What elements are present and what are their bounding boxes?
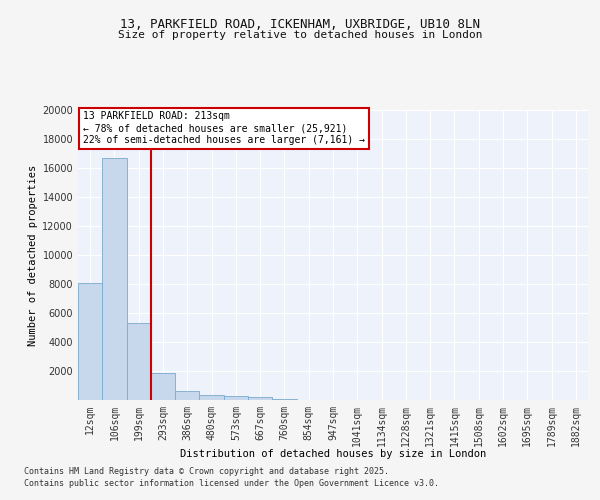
Bar — [248, 397, 272, 400]
X-axis label: Distribution of detached houses by size in London: Distribution of detached houses by size … — [180, 449, 486, 459]
Bar — [224, 396, 248, 400]
Text: 13 PARKFIELD ROAD: 213sqm
← 78% of detached houses are smaller (25,921)
22% of s: 13 PARKFIELD ROAD: 213sqm ← 78% of detac… — [83, 112, 365, 144]
Bar — [102, 158, 127, 400]
Bar — [127, 323, 151, 400]
Y-axis label: Number of detached properties: Number of detached properties — [28, 164, 38, 346]
Bar — [175, 390, 199, 400]
Text: 13, PARKFIELD ROAD, ICKENHAM, UXBRIDGE, UB10 8LN: 13, PARKFIELD ROAD, ICKENHAM, UXBRIDGE, … — [120, 18, 480, 30]
Bar — [199, 395, 224, 400]
Bar — [78, 282, 102, 400]
Text: Size of property relative to detached houses in London: Size of property relative to detached ho… — [118, 30, 482, 40]
Bar — [151, 373, 175, 400]
Text: Contains HM Land Registry data © Crown copyright and database right 2025.: Contains HM Land Registry data © Crown c… — [24, 467, 389, 476]
Text: Contains public sector information licensed under the Open Government Licence v3: Contains public sector information licen… — [24, 478, 439, 488]
